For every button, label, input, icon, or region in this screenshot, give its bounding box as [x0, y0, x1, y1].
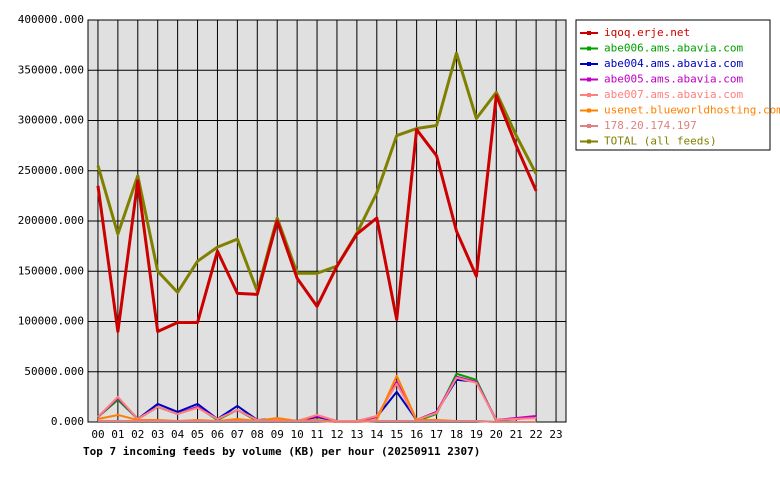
y-tick-label: 0.000 — [51, 415, 84, 428]
y-tick-label: 150000.000 — [18, 264, 84, 277]
series-line — [96, 93, 538, 334]
x-tick-label: 03 — [151, 428, 164, 441]
legend-marker — [587, 77, 591, 82]
legend-label: iqoq.erje.net — [604, 26, 690, 39]
legend-label: abe006.ams.abavia.com — [604, 42, 743, 55]
x-tick-label: 08 — [251, 428, 264, 441]
x-tick-label: 09 — [271, 428, 284, 441]
x-tick-label: 04 — [171, 428, 185, 441]
x-tick-label: 16 — [410, 428, 423, 441]
x-tick-label: 13 — [350, 428, 363, 441]
x-tick-label: 18 — [450, 428, 463, 441]
series-line — [97, 376, 537, 422]
series-line — [97, 419, 537, 423]
x-tick-label: 02 — [131, 428, 144, 441]
legend-marker — [587, 139, 591, 144]
legend-label: abe005.ams.abavia.com — [604, 73, 743, 86]
x-tick-label: 23 — [549, 428, 562, 441]
x-tick-label: 12 — [330, 428, 343, 441]
x-tick-label: 01 — [111, 428, 124, 441]
legend-label: usenet.blueworldhosting.com — [604, 104, 780, 117]
x-tick-label: 14 — [370, 428, 384, 441]
x-tick-label: 10 — [291, 428, 304, 441]
legend-label: abe004.ams.abavia.com — [604, 57, 743, 70]
legend-marker — [587, 31, 591, 35]
x-tick-label: 19 — [470, 428, 483, 441]
chart-title: Top 7 incoming feeds by volume (KB) per … — [83, 445, 480, 458]
y-tick-label: 50000.000 — [24, 365, 84, 378]
y-tick-label: 100000.000 — [18, 315, 84, 328]
x-tick-label: 05 — [191, 428, 204, 441]
legend-marker — [587, 62, 591, 66]
x-tick-label: 06 — [211, 428, 224, 441]
legend-label: 178.20.174.197 — [604, 119, 697, 132]
x-tick-label: 11 — [310, 428, 323, 441]
y-tick-label: 300000.000 — [18, 114, 84, 127]
y-tick-label: 250000.000 — [18, 164, 84, 177]
x-tick-label: 07 — [231, 428, 244, 441]
legend-marker — [587, 46, 591, 51]
x-tick-label: 15 — [390, 428, 403, 441]
x-tick-label: 21 — [510, 428, 523, 441]
legend-marker — [587, 124, 591, 128]
x-tick-label: 20 — [490, 428, 503, 441]
legend-box — [575, 19, 771, 151]
legend-label: abe007.ams.abavia.com — [604, 88, 743, 101]
series-line — [96, 51, 538, 294]
legend-label: TOTAL (all feeds) — [604, 135, 717, 148]
x-tick-label: 00 — [91, 428, 104, 441]
legend-marker — [587, 108, 591, 113]
y-tick-label: 400000.000 — [18, 13, 84, 26]
y-tick-label: 350000.000 — [18, 63, 84, 76]
x-tick-label: 22 — [530, 428, 543, 441]
y-tick-label: 200000.000 — [18, 214, 84, 227]
x-tick-label: 17 — [430, 428, 443, 441]
legend-marker — [587, 93, 591, 97]
